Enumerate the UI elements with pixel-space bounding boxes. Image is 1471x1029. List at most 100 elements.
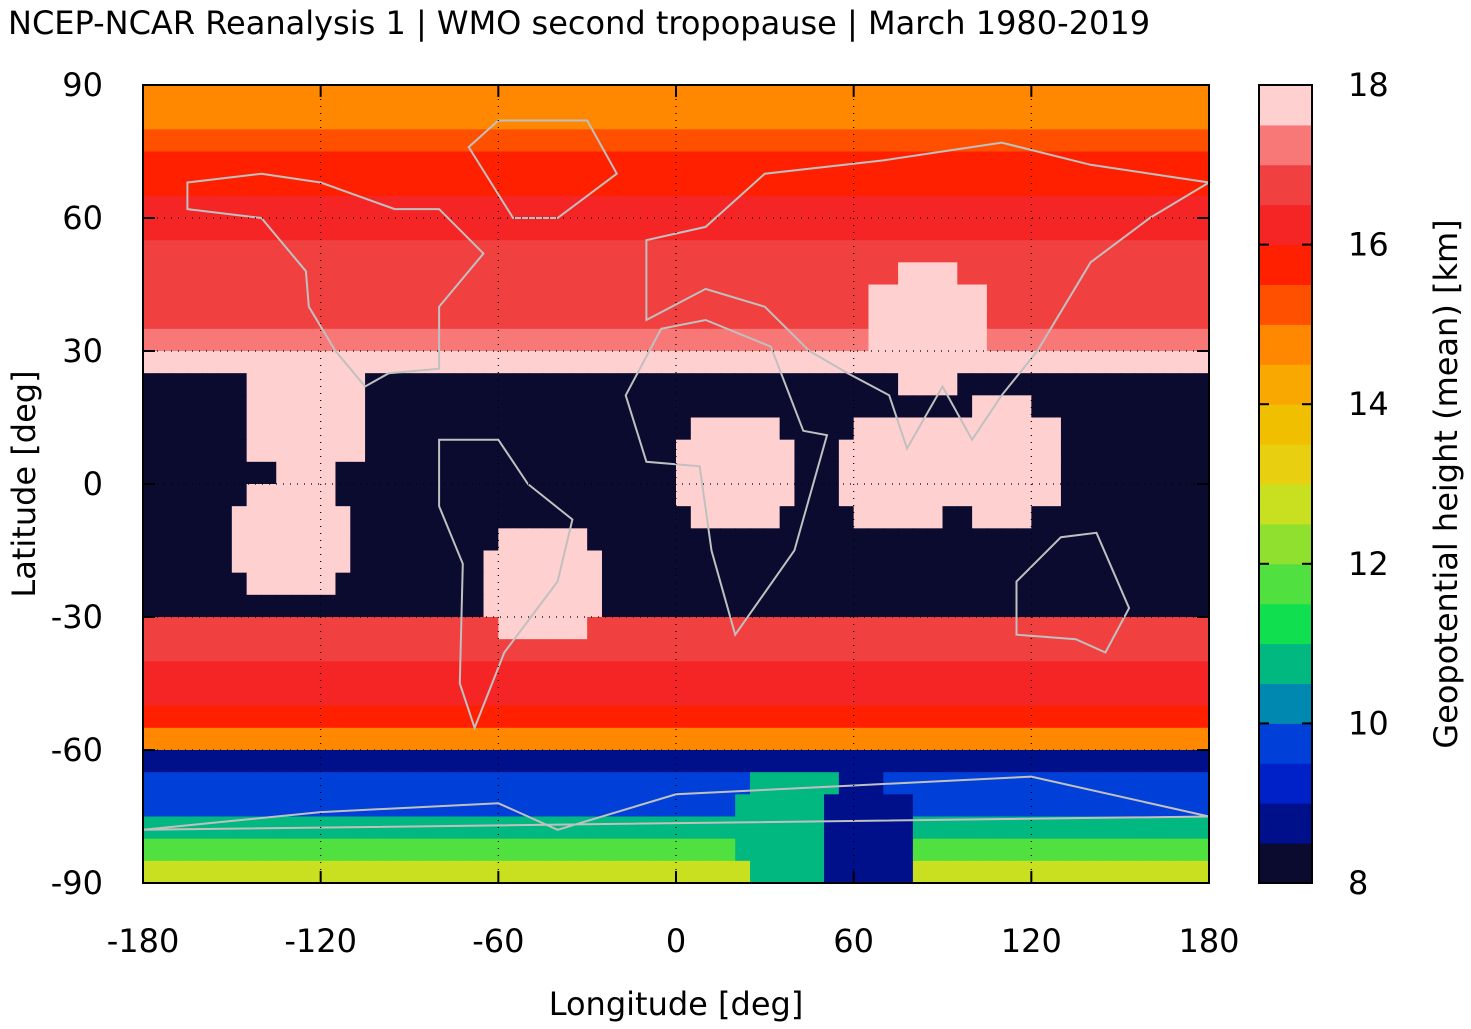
heatmap-cell — [513, 439, 529, 463]
heatmap-cell — [557, 705, 573, 729]
heatmap-cell — [927, 683, 944, 707]
heatmap-cell — [320, 373, 337, 396]
heatmap-cell — [1075, 195, 1092, 219]
heatmap-cell — [335, 306, 351, 330]
heatmap-cell — [809, 772, 825, 795]
heatmap-cell — [1046, 528, 1062, 552]
heatmap-cell — [972, 240, 988, 263]
heatmap-cell — [927, 195, 944, 219]
heatmap-cell — [705, 373, 722, 396]
heatmap-cell — [1149, 240, 1166, 263]
heatmap-cell — [498, 816, 514, 840]
heatmap-cell — [1134, 772, 1151, 795]
heatmap-cell — [735, 772, 751, 795]
heatmap-cell — [365, 705, 381, 729]
heatmap-cell — [986, 550, 1003, 574]
heatmap-cell — [1060, 661, 1077, 685]
heatmap-cell — [883, 328, 899, 352]
heatmap-cell — [557, 838, 573, 862]
heatmap-cell — [1179, 705, 1195, 729]
heatmap-cell — [305, 705, 322, 729]
heatmap-cell — [231, 218, 248, 241]
heatmap-cell — [690, 550, 707, 574]
heatmap-cell — [379, 151, 396, 175]
heatmap-cell — [320, 528, 337, 552]
heatmap-cell — [572, 129, 588, 153]
heatmap-cell — [483, 461, 499, 485]
heatmap-cell — [824, 572, 840, 596]
heatmap-cell — [1060, 395, 1077, 419]
heatmap-cell — [735, 617, 751, 640]
heatmap-cell — [942, 528, 958, 552]
heatmap-cell — [143, 661, 159, 685]
heatmap-cell — [646, 683, 662, 707]
heatmap-cell — [305, 417, 322, 441]
heatmap-cell — [1105, 639, 1121, 662]
heatmap-cell — [231, 705, 248, 729]
heatmap-cell — [291, 528, 307, 552]
heatmap-cell — [202, 484, 218, 507]
heatmap-cell — [1194, 461, 1210, 485]
heatmap-cell — [439, 306, 455, 330]
heatmap-cell — [231, 661, 248, 685]
heatmap-cell — [157, 772, 174, 795]
heatmap-cell — [1075, 860, 1092, 884]
heatmap-cell — [291, 617, 307, 640]
heatmap-cell — [690, 661, 707, 685]
heatmap-cell — [365, 284, 381, 308]
heatmap-cell — [957, 794, 973, 818]
heatmap-cell — [824, 594, 840, 618]
heatmap-cell — [661, 395, 677, 419]
colorbar-swatch — [1259, 723, 1312, 764]
heatmap-cell — [1001, 484, 1018, 507]
heatmap-cell — [986, 617, 1003, 640]
heatmap-cell — [1149, 284, 1166, 308]
heatmap-cell — [335, 661, 351, 685]
heatmap-cell — [601, 572, 618, 596]
heatmap-cell — [187, 484, 203, 507]
colorbar-label: Geopotential height (mean) [km] — [1427, 219, 1465, 748]
heatmap-cell — [912, 838, 929, 862]
heatmap-cell — [824, 129, 840, 153]
heatmap-cell — [1134, 550, 1151, 574]
heatmap-cell — [764, 195, 781, 219]
heatmap-cell — [942, 262, 958, 286]
heatmap-cell — [424, 550, 440, 574]
heatmap-cell — [750, 639, 766, 662]
heatmap-cell — [1164, 218, 1180, 241]
heatmap-cell — [246, 240, 263, 263]
heatmap-cell — [527, 750, 544, 773]
heatmap-cell — [187, 306, 203, 330]
heatmap-cell — [779, 151, 796, 175]
heatmap-cell — [1134, 461, 1151, 485]
heatmap-cell — [172, 85, 189, 108]
heatmap-cell — [1090, 506, 1106, 529]
heatmap-cell — [187, 195, 203, 219]
heatmap-cell — [1060, 439, 1077, 463]
heatmap-cell — [379, 727, 396, 751]
heatmap-cell — [157, 705, 174, 729]
heatmap-cell — [424, 860, 440, 884]
heatmap-cell — [720, 129, 736, 153]
heatmap-cell — [868, 838, 884, 862]
heatmap-cell — [942, 816, 958, 840]
heatmap-cell — [572, 572, 588, 596]
heatmap-cell — [942, 572, 958, 596]
heatmap-cell — [764, 772, 781, 795]
heatmap-cell — [838, 794, 855, 818]
heatmap-cell — [202, 550, 218, 574]
heatmap-cell — [616, 860, 633, 884]
heatmap-cell — [690, 129, 707, 153]
heatmap-cell — [217, 107, 233, 130]
heatmap-cell — [838, 772, 855, 795]
heatmap-cell — [394, 240, 411, 263]
heatmap-cell — [986, 328, 1003, 352]
heatmap-cell — [365, 373, 381, 396]
heatmap-cell — [157, 661, 174, 685]
heatmap-cell — [1105, 439, 1121, 463]
coastline — [645, 141, 1212, 451]
heatmap-cell — [927, 750, 944, 773]
heatmap-cell — [231, 506, 248, 529]
heatmap-cell — [1046, 550, 1062, 574]
heatmap-cell — [365, 351, 381, 374]
